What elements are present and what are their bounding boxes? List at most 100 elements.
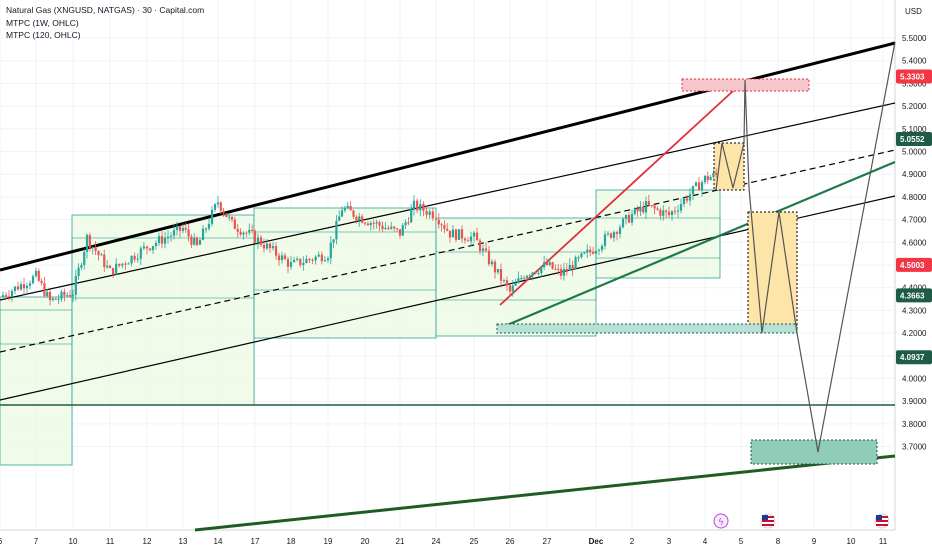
price-badge-label: 4.3663 [900,291,925,300]
candle-body [46,291,49,297]
candle-body [670,211,674,216]
candle-body [451,229,455,238]
session-box [435,251,597,301]
time-tick-label: 14 [214,537,223,546]
us-flag-icon[interactable] [760,513,776,529]
channel-median-line [0,149,896,353]
candle-body [213,204,217,210]
time-tick-label: 20 [361,537,370,546]
candle-body [34,270,38,277]
candle-body [16,286,20,290]
indicator-label[interactable]: MTPC (120, OHLC) [6,30,81,40]
candle-body [627,214,631,223]
candle-body [118,263,121,266]
price-tick-label: 4.8000 [902,193,927,202]
candle-body [545,262,549,265]
candles [1,168,718,306]
candle-body [343,208,346,211]
candle-body [228,216,231,218]
candle-body [121,263,124,266]
lightning-icon[interactable]: ϟ [713,513,729,529]
candle-body [443,225,446,229]
candle-body [715,172,718,175]
candle-body [154,242,158,247]
time-tick-label: 6 [0,537,3,546]
price-badge[interactable] [896,131,932,146]
chart-symbol-title[interactable]: Natural Gas (XNGUSD, NATGAS) · 30 · Capi… [6,5,205,15]
price-tick-label: 5.3000 [902,79,927,88]
candle-body [709,177,712,181]
candle-body [308,258,311,260]
candle-body [682,198,686,205]
candle-body [346,205,349,209]
candle-body [612,232,616,238]
candle-body [133,255,136,260]
candle-body [142,246,146,249]
candle-body [511,285,514,292]
candle-body [490,261,494,265]
candle-body [496,268,500,273]
candle-body [562,268,566,276]
price-badge[interactable] [896,288,932,303]
candle-body [253,230,257,243]
time-tick-label: 24 [432,537,441,546]
indicator-label[interactable]: MTPC (1W, OHLC) [6,18,79,28]
price-badge[interactable] [896,350,932,365]
candle-body [166,236,170,238]
candle-body [487,250,491,265]
candle-body [7,296,11,298]
candle-body [517,278,520,283]
time-tick-label: 7 [34,537,39,546]
candle-body [478,240,482,252]
time-tick-label: 21 [396,537,405,546]
candle-body [130,255,133,264]
candle-body [108,265,112,269]
time-tick-label: 4 [703,537,708,546]
price-tick-label: 5.2000 [902,102,927,111]
candle-body [404,222,407,226]
candle-body [531,272,534,276]
candle-body [289,262,293,267]
candle-body [460,229,464,239]
candle-body [618,227,622,234]
projection-zone [747,211,798,333]
candle-body [97,251,100,256]
candle-body [195,237,199,245]
candle-body [667,211,671,216]
candle-body [431,211,434,219]
time-axis-ticks: 6 7 10 11 12 13 14 17 18 19 20 21 24 25 26 27 Dec 2 3 4 5 8 9 1… [0,537,888,546]
candle-body [259,237,263,245]
price-tick-label: 4.9000 [902,170,927,179]
candle-body [85,235,89,252]
candle-body [366,223,370,226]
candle-body [419,203,422,211]
candle-body [621,218,625,228]
candle-body [615,232,619,234]
price-badge[interactable] [896,69,932,84]
price-badge[interactable] [896,257,932,272]
candle-body [100,254,103,256]
demand-zone [496,323,798,334]
us-flag-icon[interactable] [874,513,890,529]
candle-body [60,291,63,299]
candle-body [323,260,327,262]
candle-body [499,268,503,281]
candle-body [548,262,551,265]
candle-body [372,222,375,224]
candle-body [314,256,317,261]
candle-body [358,216,361,221]
candle-body [4,295,8,297]
candle-body [239,231,242,235]
price-tick-label: 4.0000 [902,375,927,384]
candle-body [505,280,509,286]
time-tick-label: 3 [667,537,672,546]
candle-body [187,229,190,237]
candle-body [204,228,208,230]
candle-body [169,235,173,237]
candle-body [665,210,668,212]
candle-body [103,254,106,268]
candle-body [80,264,83,268]
candle-body [428,211,431,215]
price-tick-label: 4.7000 [902,216,927,225]
